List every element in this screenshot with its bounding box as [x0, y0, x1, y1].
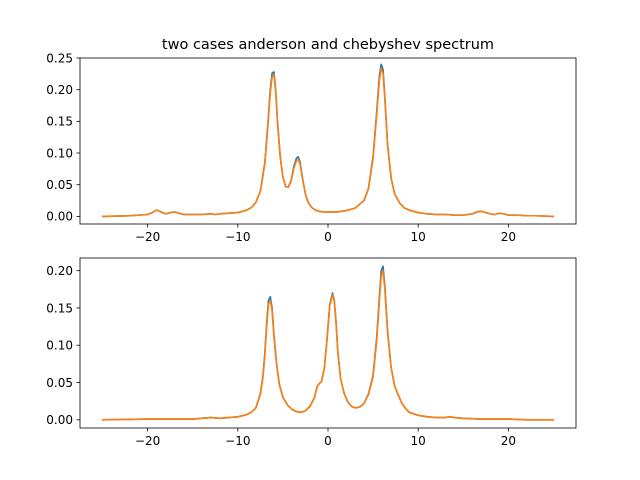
bottom-plot-frame: [79, 257, 577, 429]
top-y-tick-label: 0.10: [46, 146, 73, 160]
top-plot-frame: [79, 57, 577, 225]
top-series-line-2: [101, 67, 555, 218]
bottom-y-tick-label: 0.05: [46, 376, 73, 390]
bottom-y-tick-label: 0.15: [46, 301, 73, 315]
chart-title: two cases anderson and chebyshev spectru…: [162, 37, 494, 53]
top-x-tick-label: −10: [225, 230, 250, 244]
bottom-series-layer: [101, 265, 555, 421]
bottom-x-tick-label: 0: [324, 434, 332, 448]
top-y-tick-label: 0.20: [46, 83, 73, 97]
bottom-y-tick-label: 0.20: [46, 264, 73, 278]
bottom-x-tick-label: −20: [135, 434, 160, 448]
bottom-y-tick-label: 0.10: [46, 339, 73, 353]
top-x-tick-label: 10: [411, 230, 426, 244]
bottom-axis-ticks: −20 −10 0 10 20 0.00 0.05 0.10 0.15 0.20: [46, 264, 516, 448]
bottom-series-line-2: [101, 269, 555, 421]
bottom-y-tick-label: 0.00: [46, 413, 73, 427]
top-x-tick-label: −20: [135, 230, 160, 244]
top-axis-ticks: −20 −10 0 10 20 0.00 0.05 0.10 0.15 0.20 0.25: [46, 51, 516, 244]
bottom-x-tick-label: 20: [501, 434, 516, 448]
top-x-tick-label: 20: [501, 230, 516, 244]
top-y-tick-label: 0.25: [46, 51, 73, 65]
top-y-tick-label: 0.15: [46, 115, 73, 129]
top-series-layer: [101, 63, 555, 218]
bottom-x-tick-label: 10: [411, 434, 426, 448]
top-y-tick-label: 0.05: [46, 178, 73, 192]
top-subplot: two cases anderson and chebyshev spectru…: [46, 37, 577, 244]
bottom-x-tick-label: −10: [225, 434, 250, 448]
top-y-tick-label: 0.00: [46, 210, 73, 224]
top-x-tick-label: 0: [324, 230, 332, 244]
bottom-subplot: −20 −10 0 10 20 0.00 0.05 0.10 0.15 0.20: [46, 257, 577, 448]
